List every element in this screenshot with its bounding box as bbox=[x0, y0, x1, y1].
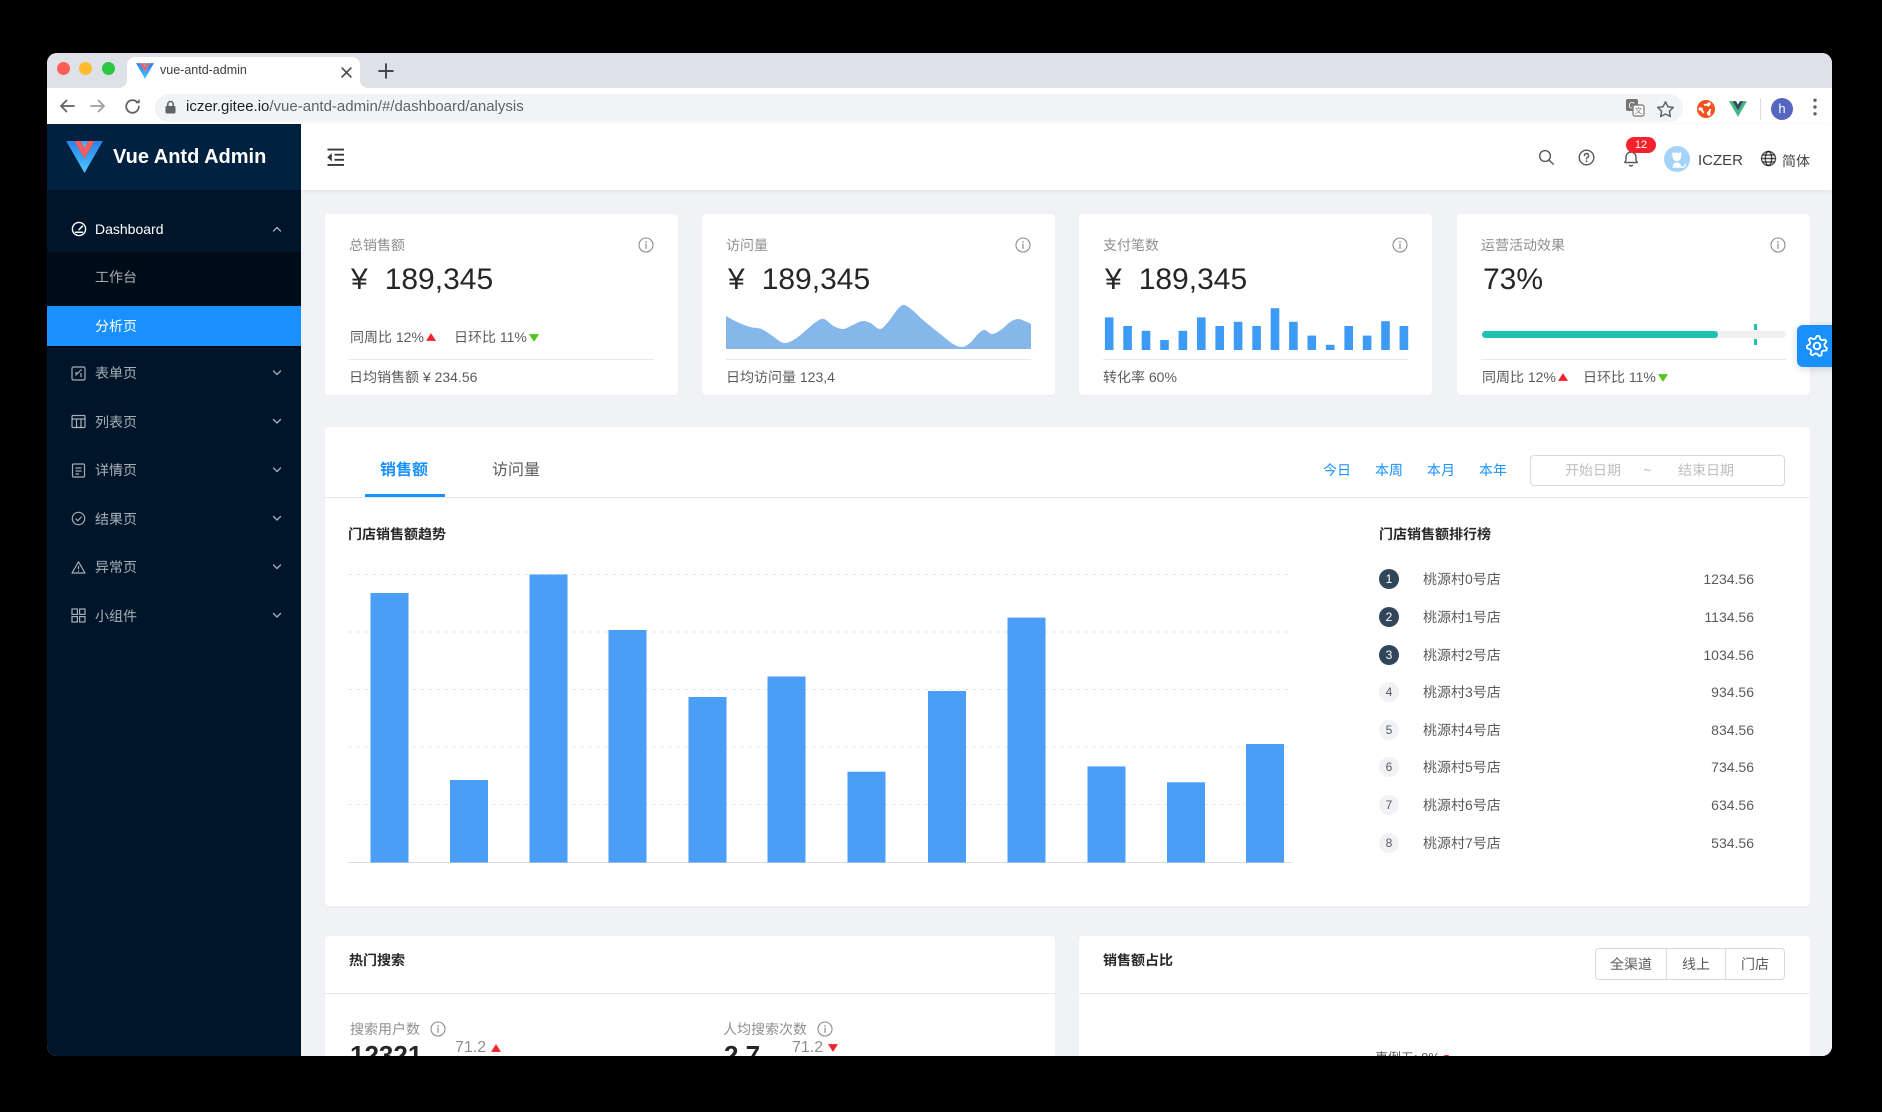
svg-text:文: 文 bbox=[1635, 106, 1643, 115]
svg-text:G: G bbox=[1628, 100, 1635, 110]
